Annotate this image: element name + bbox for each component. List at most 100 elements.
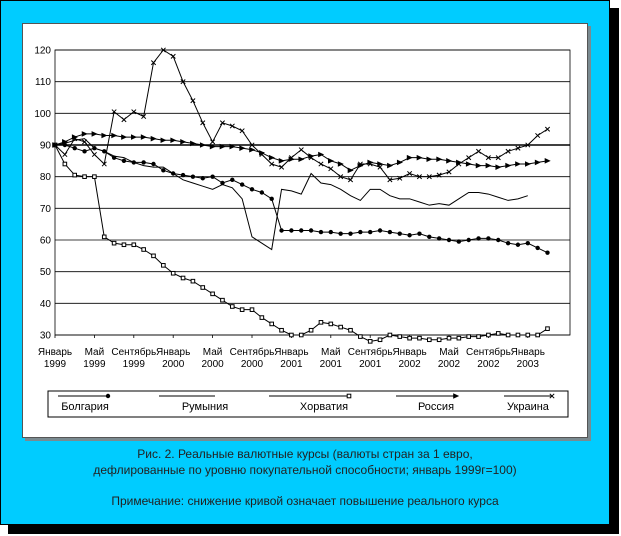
data-point-square [82, 174, 87, 179]
data-point-square [515, 332, 521, 338]
data-point-dot [407, 233, 412, 238]
y-tick-label: 110 [35, 77, 51, 88]
x-tick-month: Сентябрь [230, 346, 275, 358]
grid-lines [54, 49, 571, 336]
data-point-dot [446, 237, 452, 243]
data-point-triangle [505, 162, 512, 169]
data-point-dot [220, 180, 225, 186]
data-point-cross [475, 148, 482, 154]
data-point-cross [101, 161, 107, 167]
data-point-cross [318, 161, 324, 167]
data-point-triangle [465, 161, 472, 167]
data-point-square [318, 320, 324, 325]
x-tick-month: Сентябрь [111, 346, 156, 358]
x-tick-year: 2001 [359, 359, 382, 370]
data-point-triangle [160, 137, 167, 144]
series-line [55, 144, 548, 254]
data-point-dot [427, 234, 432, 240]
data-point-cross [278, 164, 285, 170]
data-point-dot [456, 239, 462, 244]
data-point-triangle [81, 131, 88, 137]
legend-box [47, 390, 569, 418]
x-tick-year: 2003 [517, 359, 540, 370]
data-point-square [407, 335, 412, 341]
data-point-cross [535, 132, 541, 139]
data-point-square [308, 327, 314, 333]
data-point-triangle [396, 159, 403, 166]
data-point-triangle [416, 154, 423, 161]
data-point-dot [259, 190, 265, 195]
data-point-dot [161, 168, 166, 173]
data-point-square [289, 332, 294, 338]
data-point-cross [347, 177, 354, 183]
data-point-cross [446, 169, 452, 175]
data-point-square [121, 242, 127, 248]
data-point-square [111, 240, 117, 246]
data-point-dot [239, 182, 245, 187]
data-point-cross [416, 174, 423, 180]
x-tick-month: Май [321, 347, 341, 358]
data-point-dot [436, 236, 442, 241]
x-tick-month: Май [439, 347, 459, 358]
series-4 [52, 131, 551, 174]
x-tick-year: 2001 [280, 359, 303, 370]
data-point-triangle [190, 140, 197, 147]
data-point-triangle [446, 158, 453, 164]
data-point-square [387, 332, 393, 338]
data-point-cross [239, 128, 245, 134]
data-point-dot [308, 228, 314, 233]
legend-label: Украина [507, 401, 550, 413]
data-point-cross [210, 139, 216, 145]
data-point-square [259, 315, 265, 320]
data-point-square [535, 332, 540, 338]
data-point-triangle [268, 154, 275, 161]
data-point-dot [358, 229, 363, 235]
data-point-dot [496, 237, 501, 243]
data-point-triangle [475, 162, 482, 169]
x-axis: Январь1999Май1999Сентябрь1999Январь2000М… [38, 335, 545, 370]
data-point-triangle [91, 131, 98, 137]
data-point-square [298, 332, 304, 338]
data-point-triangle [229, 143, 236, 150]
data-point-dot [545, 250, 550, 255]
data-point-square [239, 307, 245, 312]
series-1 [52, 142, 550, 255]
data-point-square [279, 327, 284, 333]
data-point-dot [377, 228, 383, 233]
y-tick-label: 100 [34, 109, 51, 120]
data-point-triangle [347, 167, 354, 174]
data-point-cross [160, 47, 166, 53]
data-point-dot [348, 231, 353, 236]
plot-area-border [54, 49, 571, 336]
data-point-triangle [62, 139, 69, 145]
data-point-cross [338, 174, 344, 180]
data-point-dot [279, 228, 284, 233]
data-point-cross [62, 151, 68, 158]
data-point-square [92, 174, 97, 179]
y-axis: 30 40 50 60 70 80 90 100 110 120 [34, 46, 51, 342]
data-point-dot [269, 196, 274, 202]
caption-line-2: дефлированные по уровню покупательной сп… [93, 463, 517, 477]
data-point-triangle [337, 161, 344, 167]
data-point-cross [200, 120, 206, 126]
data-point-cross [111, 109, 117, 115]
legend-label: Хорватия [300, 401, 348, 413]
data-point-square [190, 278, 196, 284]
data-point-dot [328, 229, 333, 235]
series-line [54, 133, 548, 171]
x-tick-year: 1999 [123, 359, 146, 370]
series-5 [52, 47, 551, 183]
data-point-cross [150, 60, 157, 66]
data-point-square [436, 337, 442, 343]
data-point-square [131, 242, 137, 248]
data-point-cross [259, 151, 265, 158]
data-point-cross [219, 120, 226, 126]
data-point-triangle [534, 159, 541, 166]
data-point-dot [72, 145, 77, 151]
data-point-square [456, 335, 462, 341]
data-point-cross [377, 164, 383, 170]
x-tick-year: 2000 [162, 359, 185, 370]
data-point-square [220, 297, 225, 303]
x-tick-year: 1999 [44, 359, 67, 370]
x-tick-month: Сентябрь [466, 346, 511, 358]
